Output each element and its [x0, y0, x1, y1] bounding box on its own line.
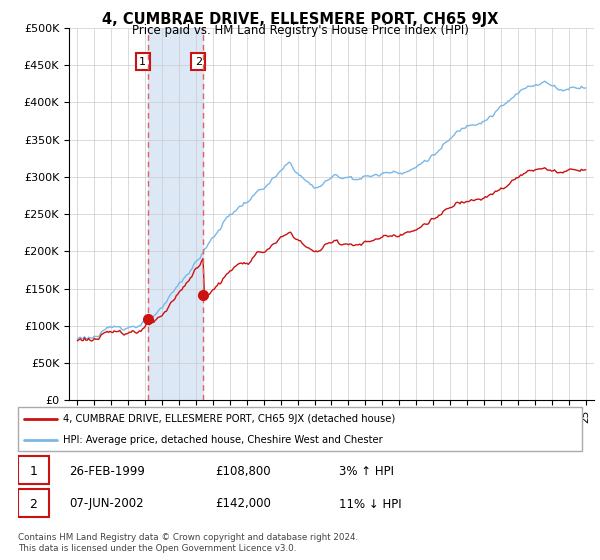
Bar [148, 28, 203, 400]
Text: Price paid vs. HM Land Registry's House Price Index (HPI): Price paid vs. HM Land Registry's House … [131, 24, 469, 36]
Text: 4, CUMBRAE DRIVE, ELLESMERE PORT, CH65 9JX (detached house): 4, CUMBRAE DRIVE, ELLESMERE PORT, CH65 9… [63, 414, 395, 424]
Text: 4, CUMBRAE DRIVE, ELLESMERE PORT, CH65 9JX: 4, CUMBRAE DRIVE, ELLESMERE PORT, CH65 9… [102, 12, 498, 27]
Text: £108,800: £108,800 [215, 465, 271, 478]
FancyBboxPatch shape [18, 407, 582, 451]
Text: 1: 1 [139, 57, 146, 67]
Text: £142,000: £142,000 [215, 497, 271, 511]
Text: 2: 2 [195, 57, 202, 67]
Text: HPI: Average price, detached house, Cheshire West and Chester: HPI: Average price, detached house, Ches… [63, 435, 383, 445]
Text: 11% ↓ HPI: 11% ↓ HPI [340, 497, 402, 511]
FancyBboxPatch shape [18, 489, 49, 517]
Text: 2: 2 [29, 497, 37, 511]
Text: 07-JUN-2002: 07-JUN-2002 [69, 497, 143, 511]
Text: 3% ↑ HPI: 3% ↑ HPI [340, 465, 394, 478]
FancyBboxPatch shape [18, 456, 49, 484]
Text: Contains HM Land Registry data © Crown copyright and database right 2024.
This d: Contains HM Land Registry data © Crown c… [18, 533, 358, 553]
Text: 26-FEB-1999: 26-FEB-1999 [69, 465, 145, 478]
Text: 1: 1 [29, 465, 37, 478]
